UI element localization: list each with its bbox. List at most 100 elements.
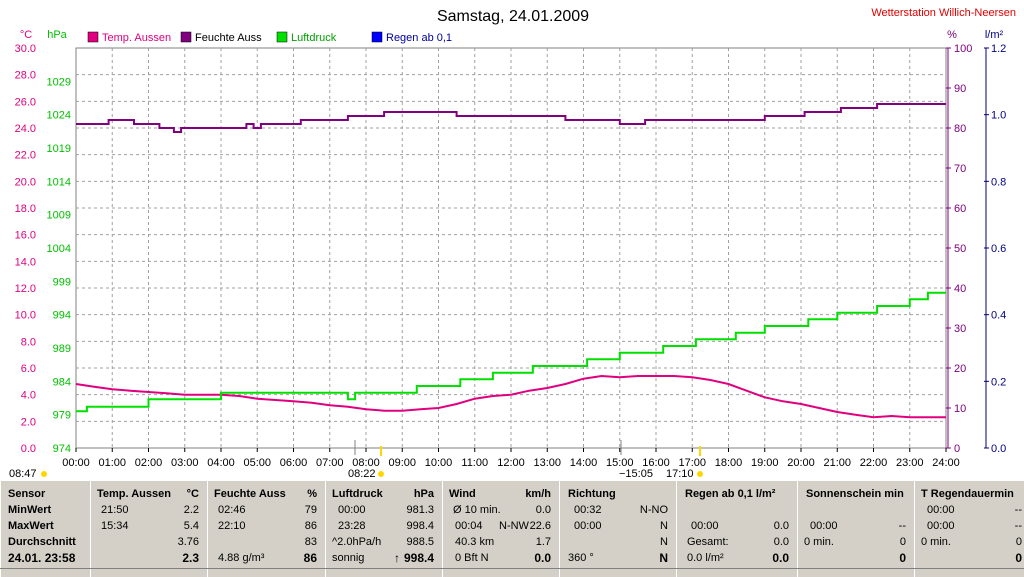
marker-mid-time: 08:22 xyxy=(348,468,376,480)
pressure-tick-label: 1029 xyxy=(47,76,71,88)
x-tick-label: 05:00 xyxy=(243,457,271,469)
chart-title: Samstag, 24.01.2009 xyxy=(437,8,589,25)
temp-min-time: 21:50 xyxy=(101,504,129,516)
temp-max-time: 15:34 xyxy=(101,520,129,532)
wind-max-time: 00:04 xyxy=(455,520,483,532)
humidity-current-value: 86 xyxy=(303,551,317,565)
pressure-tick-label: 979 xyxy=(53,410,71,422)
marker-low-time: −15:05 xyxy=(619,468,653,480)
x-tick-label: 03:00 xyxy=(171,457,199,469)
sunshine-total-label: 0 min. xyxy=(804,536,834,548)
x-tick-label: 06:00 xyxy=(280,457,308,469)
pressure-unit: hPa xyxy=(413,488,434,500)
legend-swatch xyxy=(180,31,192,43)
rain-r2-value: 0.0 xyxy=(773,520,789,532)
legend-label: Luftdruck xyxy=(291,32,337,44)
rain-tick-label: 0.2 xyxy=(991,376,1006,388)
rain-tick-label: 0.8 xyxy=(991,176,1006,188)
table-divider xyxy=(0,568,1024,569)
direction-r2-value: N xyxy=(660,520,668,532)
pressure-tick-label: 994 xyxy=(53,310,71,322)
series-line-luftdruck xyxy=(76,291,946,413)
humidity-tick-label: 80 xyxy=(954,123,966,135)
rain-amount: 0.0 l/m² xyxy=(687,552,724,564)
x-tick-label: 14:00 xyxy=(570,457,598,469)
humidity-tick-label: 0 xyxy=(954,443,960,455)
x-tick-label: 24:00 xyxy=(932,457,960,469)
temp-tick-label: 18.0 xyxy=(15,203,36,215)
humidity-min-time: 02:46 xyxy=(218,504,246,516)
temp-current-value: 2.3 xyxy=(182,551,199,565)
rain-total-label: Gesamt: xyxy=(687,536,729,548)
humidity-unit-label: % xyxy=(947,29,957,41)
humidity-unit: % xyxy=(307,488,317,500)
pressure-min-value: 981.3 xyxy=(406,504,434,516)
col-sunshine: Sonnenschein min 00:00 -- 0 min. 0 0 xyxy=(797,481,914,577)
temp-tick-label: 2.0 xyxy=(21,416,36,428)
marker-right-time: 17:10 xyxy=(666,468,694,480)
legend-swatch xyxy=(276,31,288,43)
temp-tick-label: 28.0 xyxy=(15,70,36,82)
row-min-label: MinWert xyxy=(8,504,52,516)
direction-r1-value: N-NO xyxy=(639,504,668,516)
x-tick-label: 07:00 xyxy=(316,457,344,469)
temp-unit: °C xyxy=(186,488,199,500)
pressure-tick-label: 984 xyxy=(53,376,71,388)
humidity-header: Feuchte Auss xyxy=(214,488,286,500)
grid xyxy=(76,48,946,448)
pressure-min-time: 00:00 xyxy=(338,504,366,516)
legend-swatch xyxy=(87,31,99,43)
sunshine-current-value: 0 xyxy=(899,551,906,565)
col-temp: Temp. Aussen °C 21:50 2.2 15:34 5.4 3.76… xyxy=(90,481,207,577)
pressure-tick-label: 1019 xyxy=(47,143,71,155)
rain-header: Regen ab 0,1 l/m² xyxy=(685,488,776,500)
humidity-tick-label: 60 xyxy=(954,203,966,215)
legend: Temp. Aussen Feuchte Auss Luftdruck Regen a… xyxy=(87,31,452,44)
sun-marker-icon xyxy=(41,471,47,477)
wind-unit: km/h xyxy=(525,488,551,500)
col-sensor: Sensor MinWert MaxWert Durchschnitt 24.0… xyxy=(0,481,90,577)
pressure-trend: ^2.0hPa/h xyxy=(332,536,382,548)
rain-total-value: 0.0 xyxy=(773,536,789,548)
marker-left-time: 08:47 xyxy=(9,468,37,480)
direction-header: Richtung xyxy=(568,488,616,500)
x-tick-label: 16:00 xyxy=(642,457,670,469)
weather-chart: Samstag, 24.01.2009 Wetterstation Willic… xyxy=(9,7,1016,480)
x-tick-label: 15:00 xyxy=(606,457,634,469)
col-rain: Regen ab 0,1 l/m² 00:00 0.0 Gesamt: 0.0 … xyxy=(676,481,797,577)
x-tick-label: 19:00 xyxy=(751,457,779,469)
col-wind: Wind km/h Ø 10 min. 0.0 00:04 N-NW 22.6 … xyxy=(442,481,559,577)
summary-table: Sensor MinWert MaxWert Durchschnitt 24.0… xyxy=(0,481,1024,577)
legend-swatch xyxy=(371,31,383,43)
temp-tick-label: 20.0 xyxy=(15,176,36,188)
temp-max-value: 5.4 xyxy=(183,520,199,532)
pressure-current-value: 998.4 xyxy=(403,551,434,565)
row-max-label: MaxWert xyxy=(8,520,54,532)
pressure-header: Luftdruck xyxy=(332,488,383,500)
pressure-tick-label: 999 xyxy=(53,276,71,288)
direction-r3-value: N xyxy=(660,536,668,548)
series-line-temp-aussen xyxy=(75,374,946,419)
legend-label: Temp. Aussen xyxy=(102,32,171,44)
humidity-max-value: 86 xyxy=(304,520,317,532)
regendauer-r1-time: 00:00 xyxy=(927,504,955,516)
wind-max-value: 22.6 xyxy=(529,520,551,532)
x-tick-label: 18:00 xyxy=(715,457,743,469)
regendauer-r2-value: -- xyxy=(1014,520,1022,532)
x-tick-label: 13:00 xyxy=(533,457,561,469)
pressure-trend-arrow-icon: ↑ xyxy=(394,551,400,565)
temp-tick-label: 6.0 xyxy=(21,363,36,375)
temp-axis: 0.0 2.0 4.0 6.0 8.0 10.0 12.0 14.0 16.0 18.0 20.0 2… xyxy=(15,43,36,455)
rain-tick-label: 0.0 xyxy=(991,443,1006,455)
rain-tick-label: 0.6 xyxy=(991,243,1006,255)
pressure-tick-label: 989 xyxy=(53,343,71,355)
temp-min-value: 2.2 xyxy=(183,504,199,516)
wind-current-value: 0.0 xyxy=(534,551,551,565)
regendauer-total-label: 0 min. xyxy=(921,536,951,548)
temp-tick-label: 22.0 xyxy=(15,150,36,162)
x-tick-label: 11:00 xyxy=(461,457,488,469)
x-tick-label: 02:00 xyxy=(135,457,163,469)
col-humidity: Feuchte Auss % 02:46 79 22:10 86 83 4.88… xyxy=(207,481,325,577)
x-tick-label: 10:00 xyxy=(425,457,453,469)
direction-degrees: 360 ° xyxy=(568,552,594,564)
